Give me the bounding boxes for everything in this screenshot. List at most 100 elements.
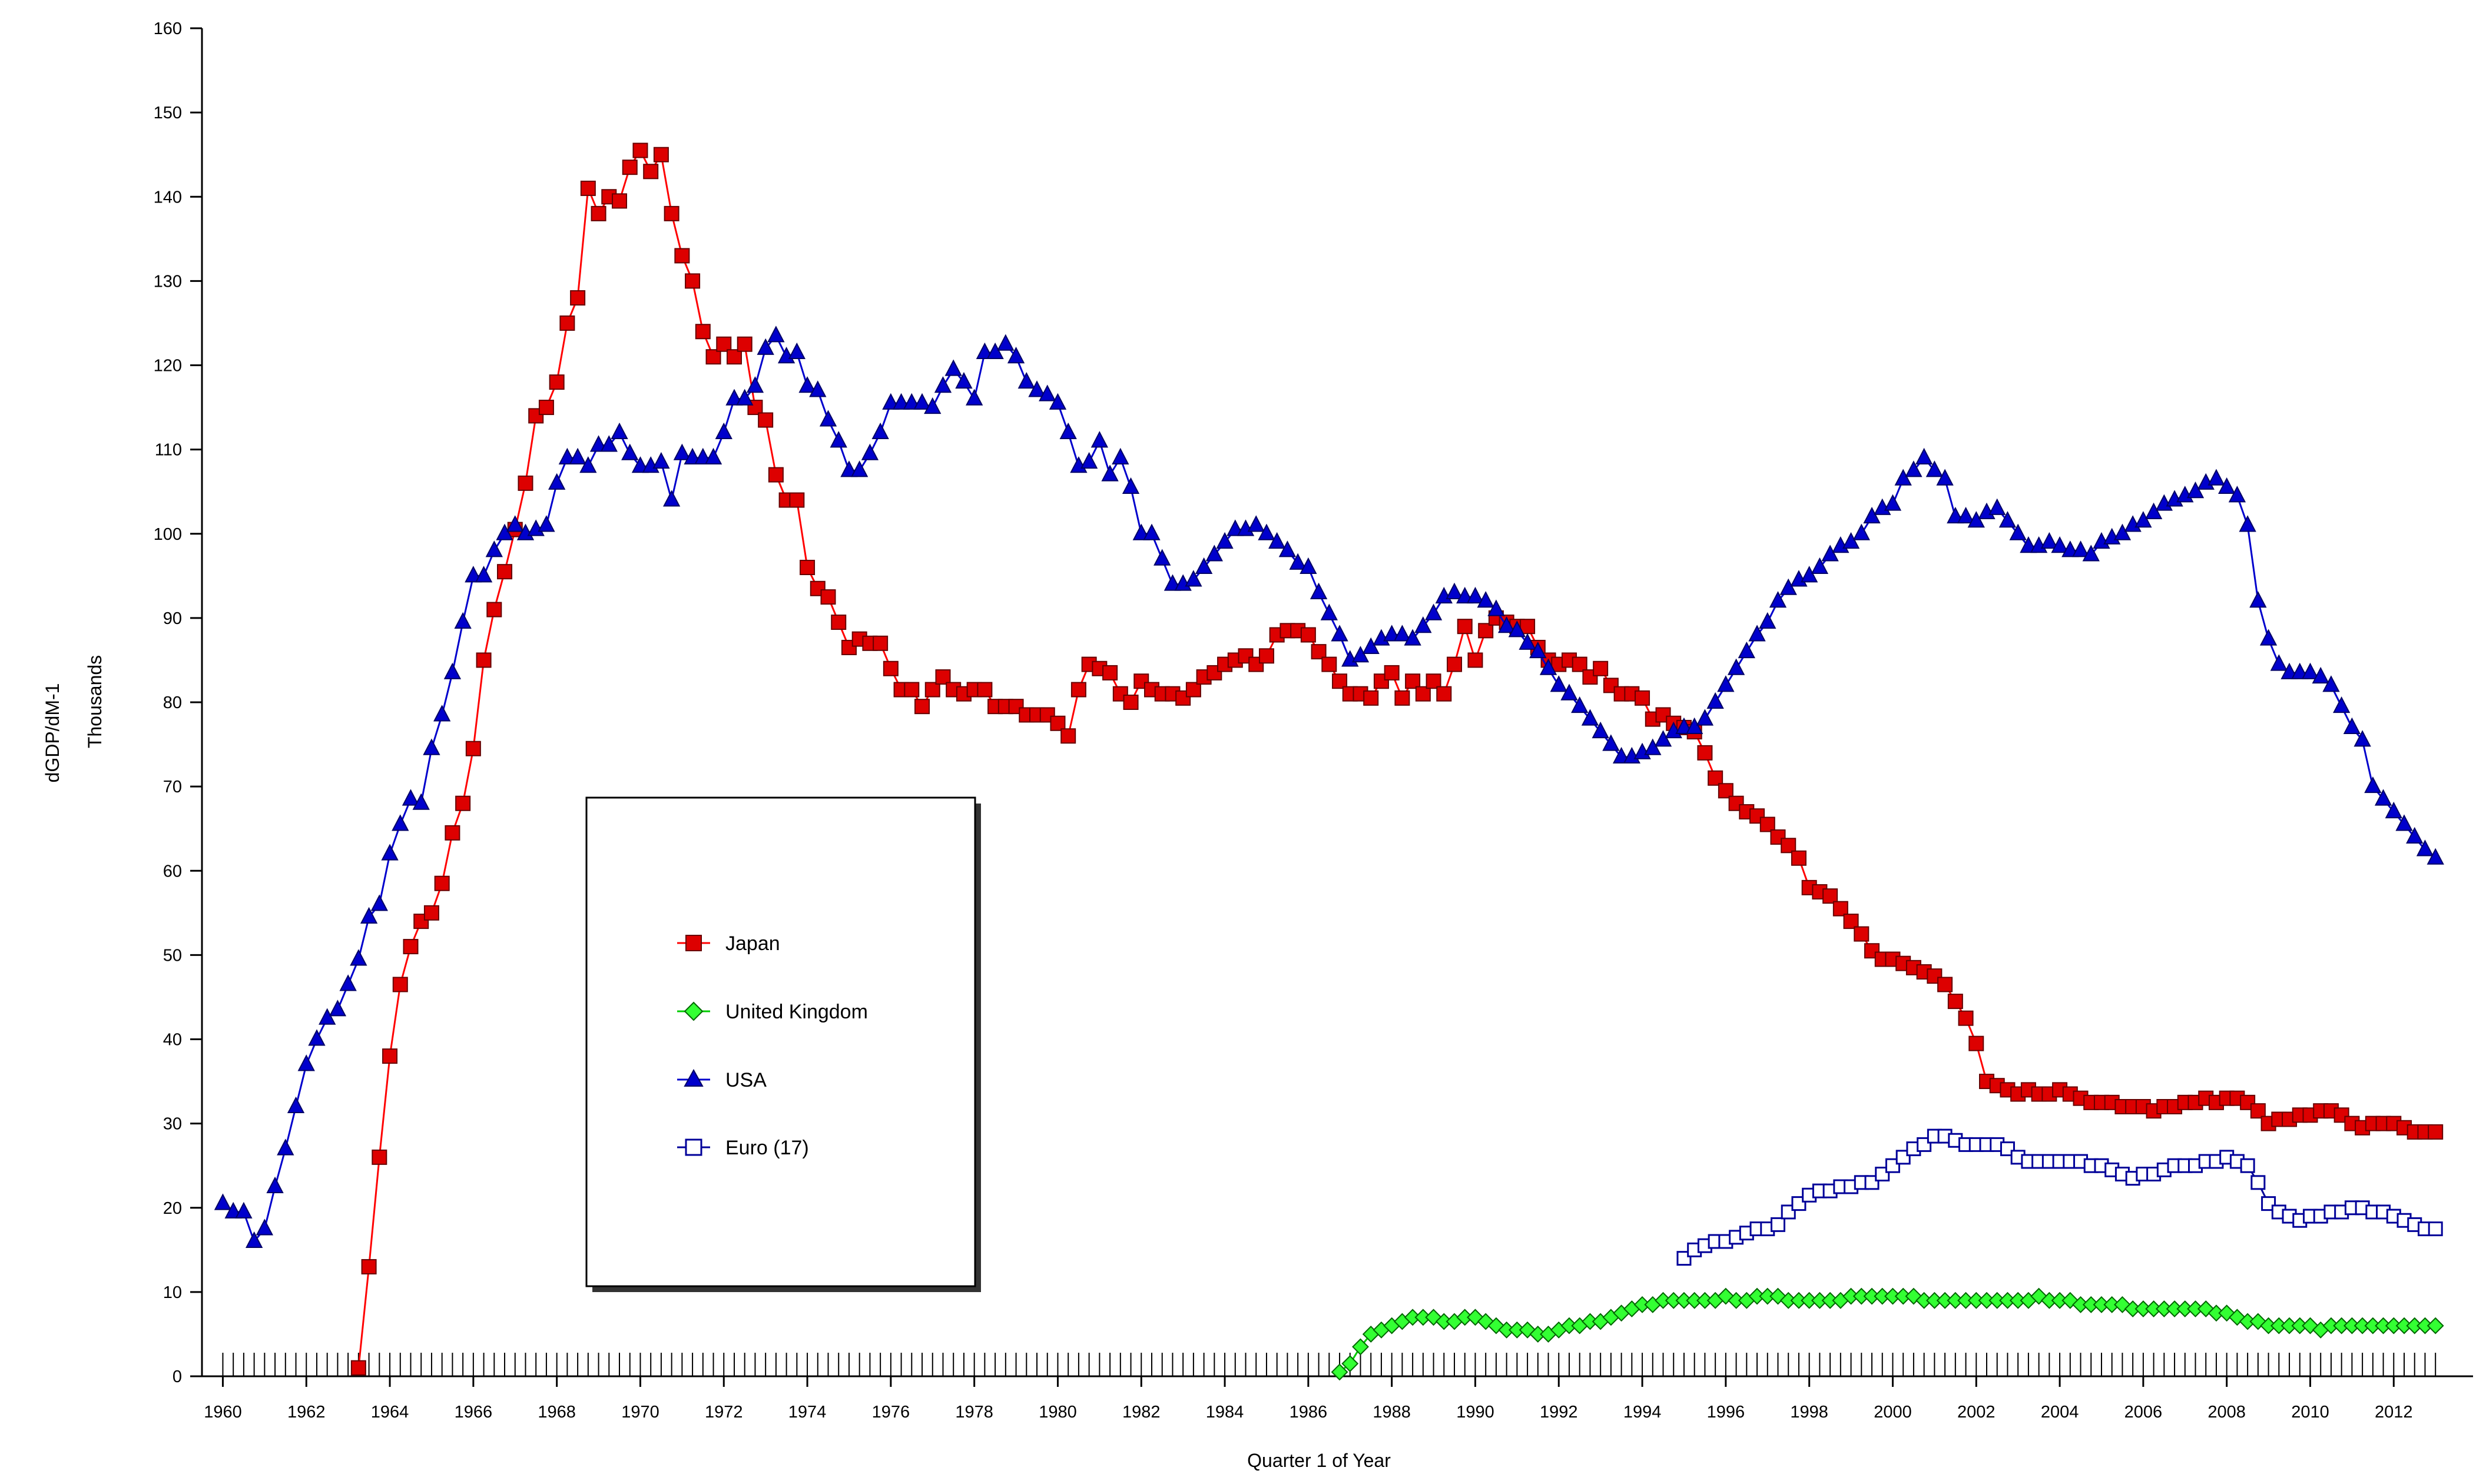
data-point-usa — [538, 515, 555, 532]
data-point-usa — [569, 447, 586, 464]
data-point-usa — [1320, 603, 1338, 620]
data-point-usa — [1195, 557, 1213, 574]
data-point-japan — [685, 273, 701, 289]
data-point-japan — [695, 324, 711, 340]
y-tick-label: 40 — [163, 1031, 182, 1050]
x-tick-label: 1988 — [1373, 1403, 1411, 1422]
data-point-japan — [737, 336, 753, 352]
data-point-usa — [2113, 523, 2132, 540]
data-point-usa — [600, 435, 618, 452]
x-tick-label: 1960 — [204, 1403, 242, 1422]
data-point-japan — [1708, 770, 1723, 786]
legend: Japan United Kingdom USA Euro (17) — [585, 796, 981, 1292]
y-axis-title: dGDP/dM-1 — [42, 683, 63, 783]
y-tick-label: 160 — [154, 19, 182, 38]
data-point-usa — [1477, 591, 1494, 608]
x-tick-label: 1994 — [1623, 1403, 1662, 1422]
data-point-japan — [716, 336, 732, 352]
data-point-japan — [2240, 1094, 2256, 1110]
legend-label-euro: Euro (17) — [725, 1137, 809, 1159]
data-point-usa — [1842, 532, 1860, 549]
data-point-japan — [674, 248, 690, 264]
data-point-usa — [1456, 586, 1474, 604]
data-point-japan — [1415, 686, 1431, 702]
data-point-usa — [1998, 511, 2017, 528]
data-point-usa — [1153, 549, 1171, 566]
data-point-usa — [235, 1201, 253, 1219]
data-point-usa — [2249, 591, 2267, 608]
data-point-usa — [934, 376, 952, 393]
data-point-japan — [726, 349, 742, 365]
data-point-japan — [465, 741, 481, 756]
data-point-usa — [2416, 839, 2434, 856]
data-point-usa — [465, 566, 482, 583]
data-point-japan — [591, 205, 606, 221]
legend-box — [585, 796, 976, 1287]
data-point-usa — [798, 376, 816, 393]
legend-label-uk: United Kingdom — [725, 1001, 868, 1023]
data-point-usa — [1706, 692, 1724, 709]
data-point-usa — [1602, 734, 1620, 751]
y-tick-label: 20 — [163, 1199, 182, 1218]
data-point-japan — [1968, 1035, 1984, 1051]
data-point-japan — [1300, 627, 1316, 643]
data-point-japan — [1593, 660, 1609, 676]
data-point-japan — [1394, 690, 1410, 706]
data-point-usa — [1727, 658, 1745, 675]
data-point-japan — [831, 615, 847, 630]
data-point-japan — [445, 825, 460, 841]
data-point-japan — [559, 315, 575, 331]
data-point-usa — [1550, 675, 1567, 692]
x-tick-label: 1962 — [287, 1403, 326, 1422]
data-point-usa — [1112, 447, 1129, 464]
data-point-usa — [1936, 469, 1954, 486]
data-point-usa — [1205, 545, 1223, 562]
data-point-usa — [1852, 523, 1870, 540]
data-point-japan — [653, 147, 669, 162]
data-point-japan — [800, 560, 816, 575]
data-point-japan — [1384, 665, 1400, 680]
data-point-usa — [819, 410, 837, 427]
x-tick-label: 1980 — [1039, 1403, 1077, 1422]
data-point-usa — [1090, 431, 1109, 448]
series-japan — [350, 142, 2444, 1376]
data-point-usa — [1424, 603, 1443, 620]
data-point-usa — [621, 443, 639, 460]
data-point-usa — [1779, 578, 1797, 595]
data-point-usa — [1738, 641, 1755, 659]
data-point-usa — [1884, 494, 1902, 511]
data-point-usa — [2020, 536, 2037, 553]
data-point-japan — [1070, 682, 1086, 698]
data-point-japan — [883, 660, 899, 676]
data-point-usa — [1915, 447, 1933, 464]
data-point-usa — [2071, 540, 2090, 557]
data-point-usa — [715, 422, 732, 439]
data-point-japan — [1447, 656, 1463, 672]
data-point-usa — [350, 949, 367, 966]
data-point-usa — [1821, 545, 1839, 562]
y-tick-label: 120 — [154, 357, 182, 376]
data-point-usa — [955, 371, 973, 389]
series-layer — [214, 142, 2444, 1381]
data-point-japan — [1332, 673, 1348, 689]
data-point-usa — [1393, 625, 1411, 642]
data-point-usa — [266, 1176, 284, 1193]
data-point-usa — [2040, 532, 2059, 549]
data-point-usa — [1571, 696, 1589, 713]
data-point-usa — [1143, 523, 1161, 540]
data-point-japan — [486, 602, 502, 617]
data-point-usa — [1539, 658, 1557, 675]
data-point-usa — [882, 393, 900, 410]
data-point-japan — [768, 467, 784, 483]
data-point-japan — [361, 1259, 377, 1274]
data-point-japan — [570, 290, 586, 306]
data-point-usa — [1028, 380, 1046, 397]
data-point-japan — [664, 205, 679, 221]
data-point-japan — [1206, 665, 1222, 680]
data-point-usa — [319, 1008, 336, 1025]
y-tick-label: 10 — [163, 1283, 182, 1302]
data-point-japan — [455, 795, 471, 811]
data-point-usa — [1466, 586, 1484, 604]
data-point-usa — [1717, 675, 1735, 692]
